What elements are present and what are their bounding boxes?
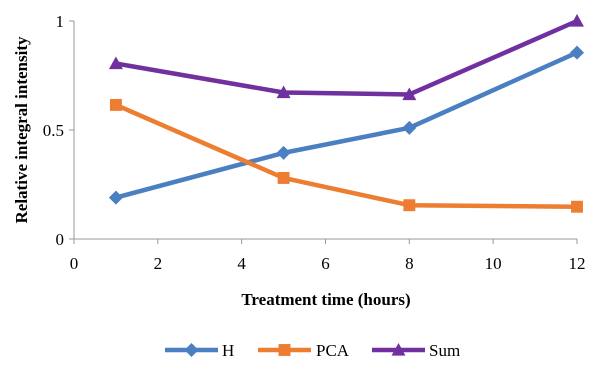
x-tick-label: 4	[237, 254, 246, 273]
legend-item-h: H	[165, 341, 234, 360]
series-h	[108, 45, 584, 205]
x-tick-label: 0	[70, 254, 79, 273]
plot-area	[108, 14, 584, 213]
data-point	[108, 190, 123, 205]
legend-label: H	[222, 341, 234, 360]
legend: H PCA Sum	[165, 341, 460, 360]
data-point	[276, 145, 291, 160]
y-axis-title: Relative integral intensity	[12, 36, 31, 223]
data-point	[571, 200, 583, 213]
data-point	[108, 56, 123, 70]
series-line	[115, 18, 578, 97]
series-pca	[109, 98, 583, 213]
legend-label: Sum	[429, 341, 460, 360]
y-tick-label: 1	[56, 12, 65, 31]
legend-item-sum: Sum	[372, 341, 460, 360]
x-tick-label: 8	[405, 254, 414, 273]
data-point	[277, 172, 290, 184]
legend-marker	[391, 343, 406, 356]
series-line	[115, 50, 578, 200]
data-point	[403, 199, 416, 212]
legend-marker	[184, 343, 199, 357]
axes: 0 2 4 6 8 10 12 0 0.5 1	[43, 12, 586, 273]
series-line	[115, 102, 578, 209]
data-point	[402, 120, 417, 135]
x-tick-label: 2	[154, 254, 163, 273]
y-tick-label: 0.5	[43, 121, 64, 140]
x-tick-label: 10	[485, 254, 502, 273]
x-tick-label: 12	[569, 254, 586, 273]
legend-item-pca: PCA	[258, 341, 350, 360]
data-point	[570, 45, 584, 60]
legend-marker	[278, 344, 291, 356]
legend-label: PCA	[316, 341, 350, 360]
data-point	[109, 98, 122, 111]
data-point	[276, 85, 291, 99]
x-tick-label: 6	[321, 254, 330, 273]
series-sum	[108, 14, 584, 101]
data-point	[402, 87, 417, 101]
x-axis-title: Treatment time (hours)	[241, 290, 410, 309]
y-tick-label: 0	[56, 230, 65, 249]
data-point	[570, 14, 584, 27]
